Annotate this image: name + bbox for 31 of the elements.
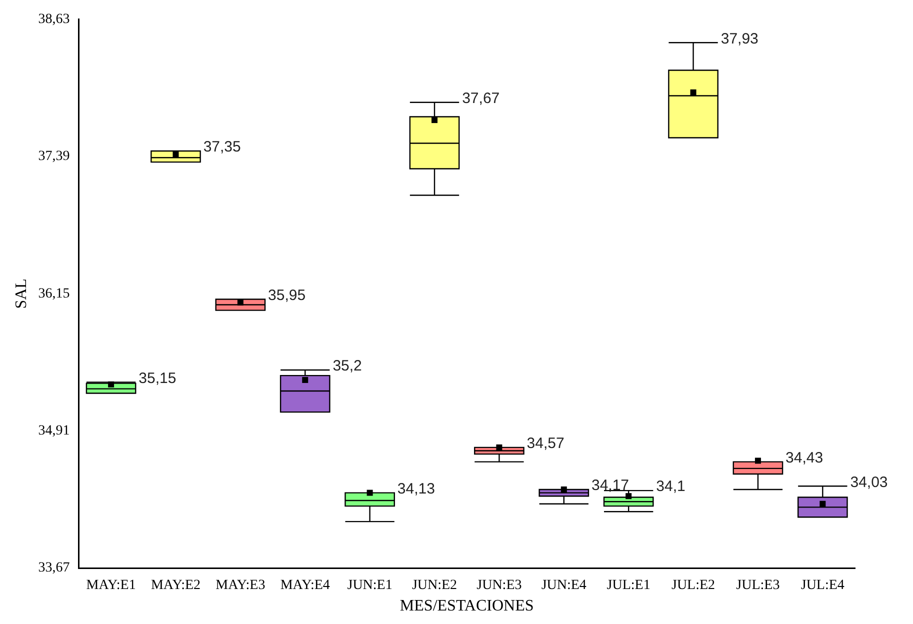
x-tick-label: JUN:E1 — [347, 578, 392, 594]
x-tick-label: JUN:E4 — [541, 578, 586, 594]
x-tick-label: MAY:E1 — [86, 578, 136, 594]
annotation: 34,43 — [786, 449, 824, 466]
x-tick-label: JUL:E3 — [736, 578, 780, 594]
x-tick-label: MAY:E3 — [216, 578, 266, 594]
x-tick-label: MAY:E4 — [280, 578, 330, 594]
y-tick-label: 36,15 — [38, 286, 70, 302]
annotation: 34,17 — [591, 477, 630, 494]
annotation: 35,2 — [332, 358, 362, 375]
annotation: 37,67 — [462, 90, 500, 107]
y-tick-label: 37,39 — [38, 149, 70, 164]
annotation: 37,93 — [720, 30, 758, 48]
annotation: 34,1 — [656, 478, 686, 496]
x-tick-label: JUN:E2 — [412, 578, 458, 594]
x-tick-label: JUL:E2 — [671, 578, 716, 594]
x-axis-title: MES/ESTACIONES — [400, 598, 534, 615]
annotation: 34,03 — [850, 474, 888, 491]
x-tick-label: JUL:E1 — [606, 578, 650, 594]
y-tick-label: 33,67 — [38, 560, 70, 576]
y-axis-title: SAL — [12, 278, 30, 309]
annotation: 35,95 — [268, 286, 306, 304]
x-tick-label: JUN:E3 — [476, 578, 522, 594]
y-tick-label: 38,63 — [38, 12, 70, 28]
y-tick-label: 34,91 — [38, 424, 70, 439]
annotation: 35,15 — [138, 370, 176, 387]
annotation: 37,35 — [203, 138, 241, 156]
annotation: 34,57 — [526, 435, 564, 452]
annotation: 34,13 — [397, 480, 435, 498]
x-tick-label: JUL:E4 — [800, 578, 844, 594]
x-tick-label: MAY:E2 — [150, 578, 201, 594]
